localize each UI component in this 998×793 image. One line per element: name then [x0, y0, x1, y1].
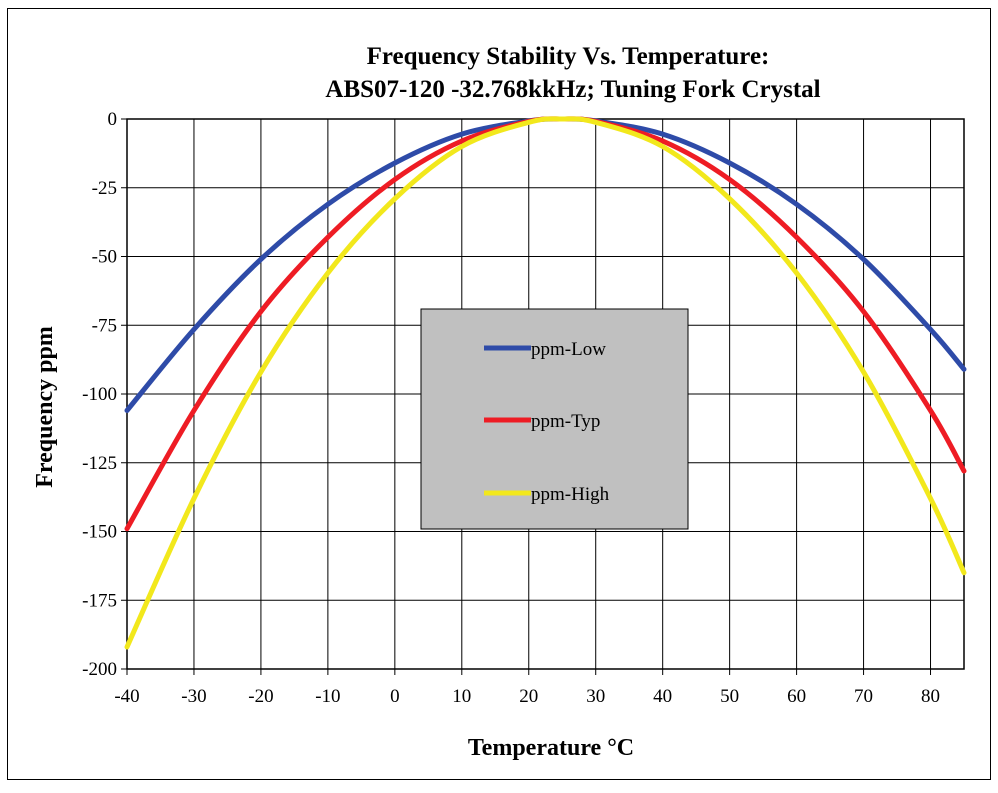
- x-tick-label: 70: [854, 686, 873, 707]
- x-tick-label: 60: [787, 686, 806, 707]
- x-tick-label: 30: [586, 686, 605, 707]
- y-axis-title: Frequency ppm: [32, 326, 58, 488]
- x-tick-label: 20: [519, 686, 538, 707]
- y-tick-label: -75: [92, 315, 117, 336]
- x-tick-label: 50: [720, 686, 739, 707]
- y-tick-label: -200: [82, 659, 117, 680]
- y-tick-label: -50: [92, 247, 117, 268]
- legend-label-low: ppm-Low: [531, 339, 606, 360]
- y-tick-label: -175: [82, 590, 117, 611]
- x-tick-label: -40: [114, 686, 139, 707]
- series-layer: [124, 116, 967, 650]
- y-tick-label: 0: [108, 109, 118, 130]
- chart-title-line-1: Frequency Stability Vs. Temperature:: [367, 43, 770, 70]
- chart-frame: -40 -30 -20 -10 0 10 20 30 40 50 60 70 80 0 -25 -50 -75-…: [7, 8, 991, 780]
- legend-box: [420, 308, 689, 530]
- y-tick-label: -150: [82, 522, 117, 543]
- y-tick-label: -100: [82, 384, 117, 405]
- chart-svg: -40 -30 -20 -10 0 10 20 30 40 50 60 70 800-25-50-75-…: [32, 43, 967, 761]
- x-tick-label: 10: [452, 686, 471, 707]
- x-tick-label: -10: [315, 686, 340, 707]
- x-axis-title: Temperature °C: [468, 735, 634, 761]
- x-tick-label: 0: [390, 686, 400, 707]
- chart-title-line-2: ABS07-120 -32.768kkHz; Tuning Fork Cryst…: [325, 76, 820, 103]
- legend-label-high: ppm-High: [531, 484, 610, 505]
- x-tick-label: -20: [248, 686, 273, 707]
- y-tick-label: -125: [82, 453, 117, 474]
- y-tick-label: -25: [92, 178, 117, 199]
- x-tick-label: 80: [921, 686, 940, 707]
- series-line-ppm-high: [124, 116, 967, 650]
- legend-label-typ: ppm-Typ: [531, 411, 600, 432]
- x-tick-label: 40: [653, 686, 672, 707]
- tick-labels: -40 -30 -20 -10 0 10 20 30 40 50 60 70 800-25-50-75-…: [82, 109, 940, 707]
- x-tick-label: -30: [181, 686, 206, 707]
- legend: ppm-Low ppm-Typ ppm-High: [420, 308, 689, 530]
